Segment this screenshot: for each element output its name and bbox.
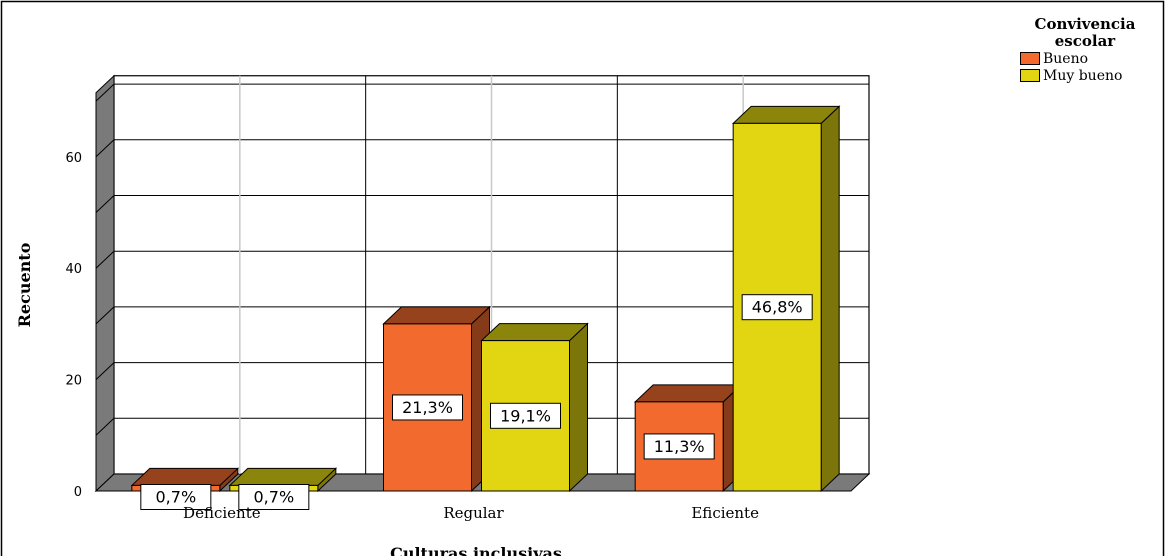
- y-axis-title: Recuento: [15, 242, 34, 327]
- bar-top: [731, 105, 841, 124]
- y-axis: 0 20 40 60: [65, 151, 82, 500]
- legend-item-bueno: Bueno: [1020, 50, 1160, 67]
- data-label-box: [741, 294, 813, 321]
- bar-side: [820, 105, 840, 493]
- data-label-box: [238, 484, 310, 510]
- x-tick-label: Deficiente: [183, 504, 261, 522]
- data-label: 0,7%: [254, 488, 295, 507]
- bar-side: [569, 322, 588, 493]
- y-tick-label: 20: [65, 374, 82, 389]
- legend-swatch-bueno: [1020, 52, 1040, 65]
- bar-top: [633, 384, 743, 403]
- legend: Convivencia escolar Bueno Muy bueno: [1010, 16, 1160, 84]
- side-wall: [95, 74, 115, 493]
- grid-line-side: [95, 139, 115, 158]
- legend-label-bueno: Bueno: [1043, 50, 1089, 67]
- legend-title: Convivencia escolar: [1034, 15, 1136, 50]
- legend-label-muy-bueno: Muy bueno: [1043, 67, 1123, 84]
- data-label: 0,7%: [156, 488, 197, 507]
- legend-swatch-muy-bueno: [1020, 69, 1040, 82]
- legend-item-muy-bueno: Muy bueno: [1020, 67, 1160, 84]
- y-tick-label: 40: [65, 262, 82, 277]
- grid-line-side: [95, 83, 115, 102]
- grid-line-side: [95, 362, 115, 380]
- y-tick-label: 0: [74, 485, 82, 500]
- data-label: 19,1%: [500, 406, 551, 425]
- data-label-box: [643, 433, 715, 460]
- grid-line-side: [95, 195, 115, 213]
- data-label-box: [392, 394, 463, 421]
- bar-top: [382, 306, 491, 325]
- data-labels: 0,7% 0,7% 21,3% 19,1% 11,3% 46,8%: [140, 294, 813, 510]
- y-tick-label: 60: [65, 151, 82, 166]
- grid-line-side: [95, 417, 115, 436]
- bar-top: [480, 323, 589, 342]
- data-label-box: [140, 484, 212, 510]
- x-tick-label: Eficiente: [691, 504, 759, 522]
- bar-top: [130, 467, 240, 486]
- bar-top: [228, 467, 338, 486]
- x-axis: Deficiente Regular Eficiente: [183, 504, 759, 522]
- data-label: 46,8%: [752, 298, 803, 317]
- data-label: 11,3%: [654, 437, 705, 456]
- x-tick-label: Regular: [443, 504, 504, 522]
- grid-line-side: [95, 250, 115, 269]
- grid-line-side: [95, 306, 115, 325]
- data-label: 21,3%: [402, 398, 453, 417]
- x-axis-title: Culturas inclusivas: [390, 544, 562, 556]
- data-label-box: [490, 402, 561, 429]
